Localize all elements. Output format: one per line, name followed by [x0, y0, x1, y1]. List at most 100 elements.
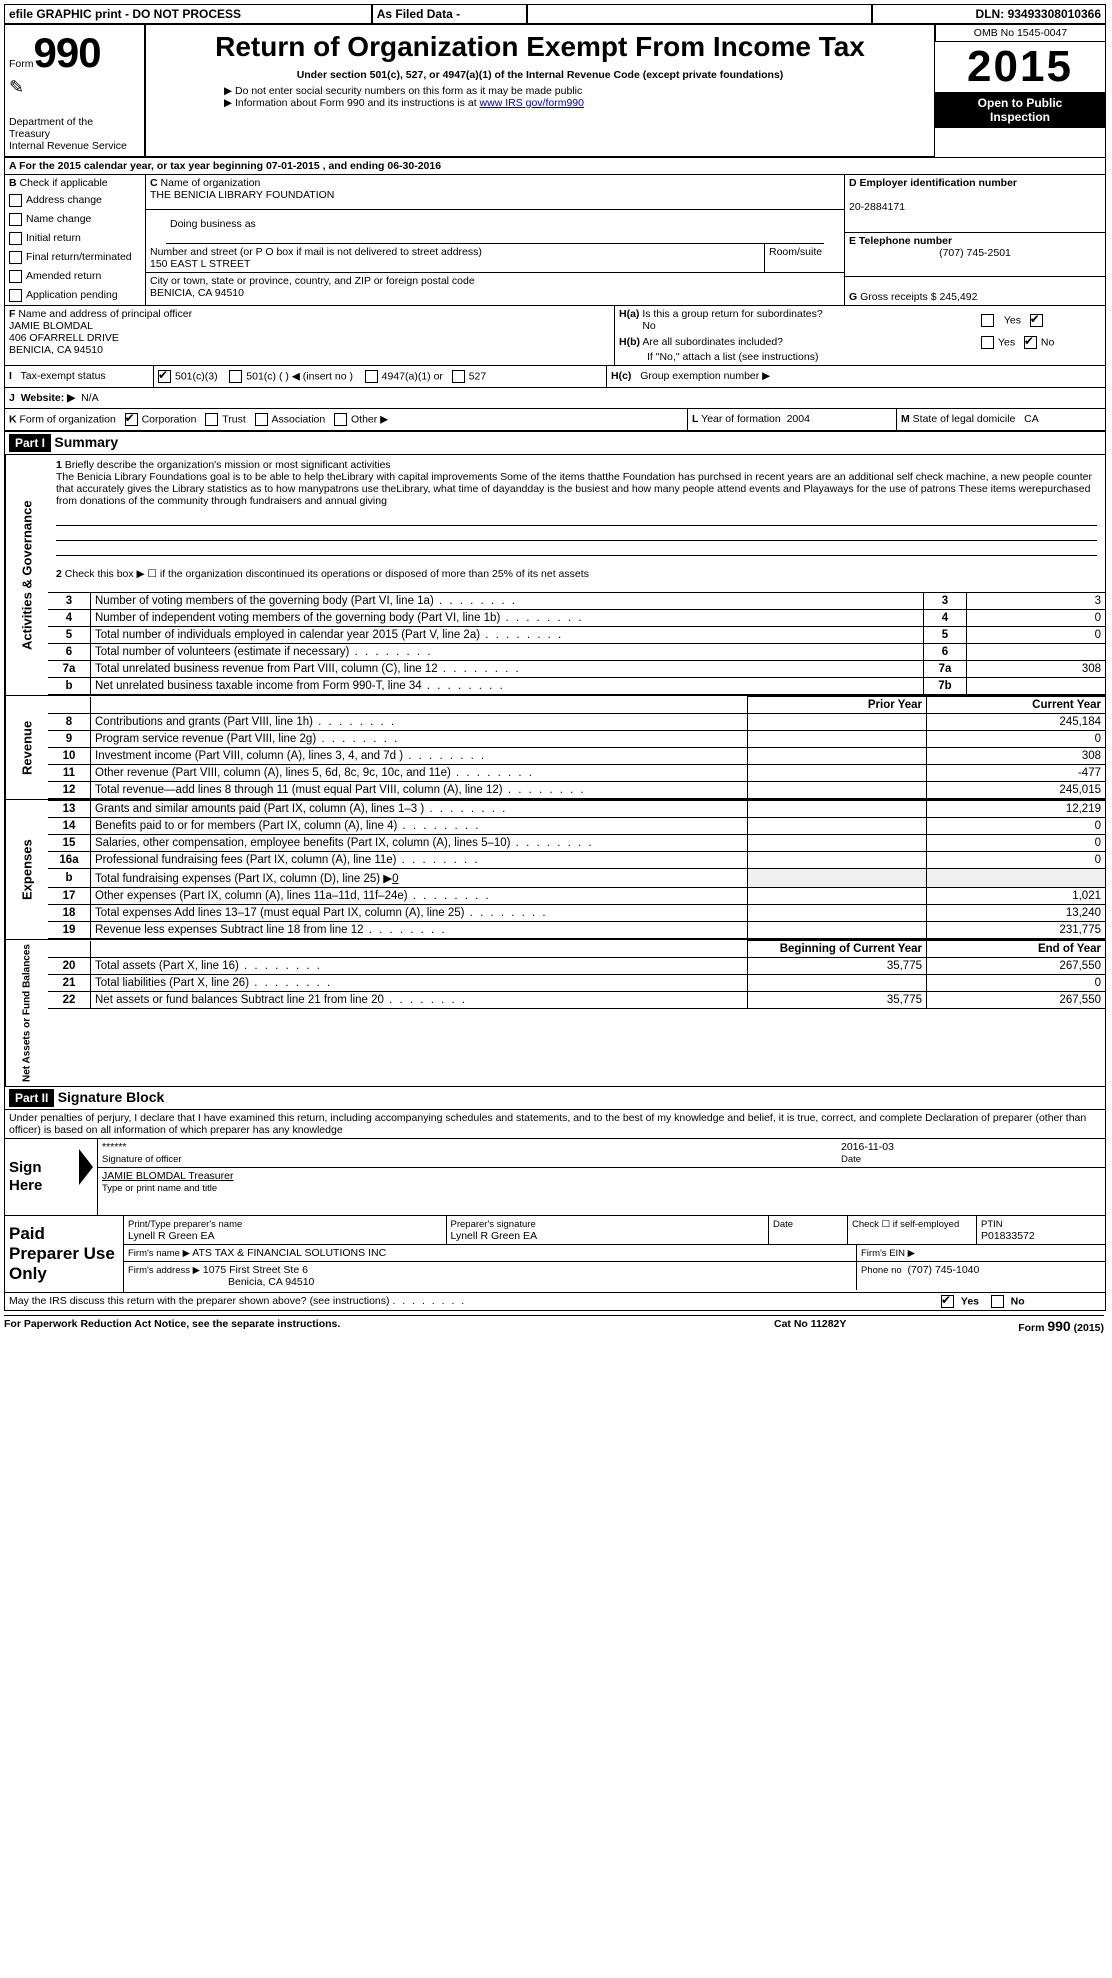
ag-content: 1 Briefly describe the organization's mi… — [48, 455, 1105, 695]
part2-header: Part II Signature Block — [5, 1086, 1105, 1110]
prep-sig-label: Preparer's signature — [451, 1219, 536, 1230]
prior-hdr: Prior Year — [748, 697, 927, 714]
sig-date-label: Date — [841, 1154, 861, 1165]
side-rev: Revenue — [5, 696, 48, 799]
chk-corp[interactable] — [125, 413, 138, 426]
A-begin: 07-01-2015 — [266, 160, 320, 172]
footer-mid: Cat No 11282Y — [774, 1318, 954, 1334]
chk-discuss-no[interactable] — [991, 1295, 1004, 1308]
begin-hdr: Beginning of Current Year — [748, 941, 927, 958]
opt-trust: Trust — [222, 413, 246, 425]
chk-ha-yes[interactable] — [981, 314, 994, 327]
header-row: Form 990 ✎ Department of the Treasury In… — [5, 24, 1105, 157]
chk-other[interactable] — [334, 413, 347, 426]
street-box: Number and street (or P O box if mail is… — [146, 244, 764, 273]
part2-title: Signature Block — [58, 1089, 165, 1105]
net-section: Net Assets or Fund Balances Beginning of… — [5, 939, 1105, 1086]
sig-date: 2016-11-03 — [841, 1141, 894, 1153]
chk-name[interactable] — [9, 213, 22, 226]
chk-discuss-yes[interactable] — [941, 1295, 954, 1308]
paid-label: Paid Preparer Use Only — [9, 1224, 119, 1284]
prep-name: Lynell R Green EA — [128, 1230, 215, 1242]
footer-left: For Paperwork Reduction Act Notice, see … — [4, 1318, 774, 1334]
street-label: Number and street (or P O box if mail is… — [150, 246, 482, 258]
ha-yes: Yes — [1004, 314, 1021, 326]
C-name-label: Name of organization — [161, 177, 261, 189]
discuss-row: May the IRS discuss this return with the… — [5, 1292, 1105, 1310]
Hb-label: H(b) — [619, 336, 640, 348]
exp-table: 13 Grants and similar amounts paid (Part… — [48, 800, 1105, 939]
sub3-prefix: ▶ Information about Form 990 and its ins… — [224, 97, 480, 109]
D-label: D Employer identification number — [849, 177, 1017, 189]
D-box: D Employer identification number 20-2884… — [845, 175, 1105, 233]
opt-pending: Application pending — [26, 289, 118, 301]
Hb-note: If "No," attach a list (see instructions… — [615, 351, 1105, 365]
I-label: I — [9, 370, 12, 382]
opt-corp: Corporation — [142, 413, 197, 425]
irs-link[interactable]: www IRS gov/form990 — [480, 97, 584, 109]
dln-cell: DLN: 93493308010366 — [872, 5, 1105, 24]
chk-trust[interactable] — [205, 413, 218, 426]
form-990: efile GRAPHIC print - DO NOT PROCESS As … — [4, 4, 1106, 1311]
chk-4947[interactable] — [365, 370, 378, 383]
efile-label: efile GRAPHIC print - DO NOT PROCESS — [5, 5, 372, 24]
title-box: Return of Organization Exempt From Incom… — [145, 24, 935, 157]
L-val: 2004 — [787, 413, 810, 425]
asfiled-blank — [527, 5, 872, 24]
Hc-text: Group exemption number ▶ — [640, 370, 770, 382]
part1-label: Part I — [9, 434, 51, 452]
paid-block: Paid Preparer Use Only Print/Type prepar… — [5, 1215, 1105, 1292]
FH-block: F Name and address of principal officer … — [5, 305, 1105, 365]
hb-no: No — [1041, 336, 1054, 348]
prep-date-label: Date — [773, 1219, 793, 1230]
opt-assoc: Association — [272, 413, 326, 425]
A-end: 06-30-2016 — [387, 160, 441, 172]
open-inspection: Open to Public Inspection — [935, 92, 1105, 128]
ein-val: 20-2884171 — [849, 201, 905, 213]
dln-value: 93493308010366 — [1008, 7, 1101, 21]
chk-501c[interactable] — [229, 370, 242, 383]
firm-name: ATS TAX & FINANCIAL SOLUTIONS INC — [192, 1247, 386, 1259]
chk-amended[interactable] — [9, 270, 22, 283]
H-box: H(a) Is this a group return for subordin… — [615, 306, 1105, 365]
asfiled-label: As Filed Data - — [372, 5, 527, 24]
discuss-no: No — [1011, 1295, 1025, 1307]
chk-501c3[interactable] — [158, 370, 171, 383]
side-net: Net Assets or Fund Balances — [5, 940, 48, 1086]
footer-form: Form — [1018, 1322, 1044, 1334]
KLM-row: K Form of organization Corporation Trust… — [5, 408, 1105, 431]
chk-hb-no[interactable] — [1024, 336, 1037, 349]
C-label: C — [150, 177, 158, 189]
chk-address[interactable] — [9, 194, 22, 207]
F-box: F Name and address of principal officer … — [5, 306, 615, 365]
dln-label: DLN: — [976, 7, 1005, 21]
chk-initial[interactable] — [9, 232, 22, 245]
chk-hb-yes[interactable] — [981, 336, 994, 349]
B-check-label: Check if applicable — [20, 177, 108, 189]
rev-table: Prior Year Current Year 8 Contributions … — [48, 696, 1105, 799]
curr-hdr: Current Year — [927, 697, 1106, 714]
K-text: Form of organization — [20, 413, 116, 425]
dept-2: Treasury — [9, 128, 140, 140]
city-box: City or town, state or province, country… — [146, 273, 844, 301]
chk-527[interactable] — [452, 370, 465, 383]
chk-final[interactable] — [9, 251, 22, 264]
sign-here-label: Sign Here — [5, 1139, 79, 1215]
sub2: ▶ Do not enter social security numbers o… — [224, 85, 926, 97]
E-label: E Telephone number — [849, 235, 952, 247]
efile-bar: efile GRAPHIC print - DO NOT PROCESS As … — [5, 5, 1105, 24]
chk-ha-no[interactable] — [1030, 314, 1043, 327]
part1-title: Summary — [54, 434, 118, 450]
opt-4947: 4947(a)(1) or — [382, 370, 443, 382]
tax-year: 2015 — [935, 42, 1105, 92]
chk-pending[interactable] — [9, 289, 22, 302]
sig-fields: ****** Signature of officer 2016-11-03 D… — [97, 1139, 1105, 1215]
C-name-box: C Name of organization THE BENICIA LIBRA… — [146, 175, 844, 210]
sig-name-label: Type or print name and title — [102, 1183, 217, 1194]
sig-officer-label: Signature of officer — [102, 1154, 182, 1165]
chk-assoc[interactable] — [255, 413, 268, 426]
sign-block: Sign Here ****** Signature of officer 20… — [5, 1138, 1105, 1215]
M-label: M — [901, 413, 910, 425]
officer-addr1: 406 OFARRELL DRIVE — [9, 332, 119, 344]
M-val: CA — [1024, 413, 1039, 425]
